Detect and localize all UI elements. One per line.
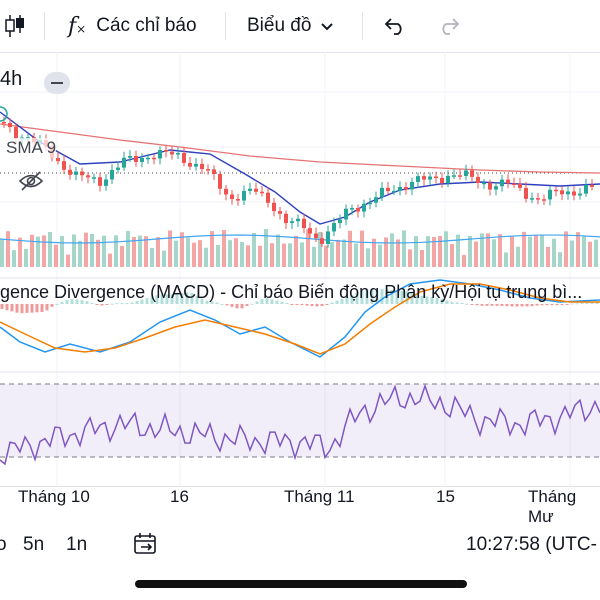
sma-slow-line <box>0 123 600 174</box>
timeframe-button[interactable]: 1n <box>66 534 88 555</box>
chevron-down-icon <box>321 15 334 37</box>
indicators-label: Các chỉ báo <box>96 15 197 36</box>
macd-legend-label[interactable]: gence Divergence (MACD) - Chỉ báo Biến đ… <box>0 282 588 303</box>
chart-canvas[interactable] <box>0 52 600 486</box>
home-indicator <box>135 580 467 588</box>
undo-icon[interactable] <box>384 0 406 52</box>
clock-timezone[interactable]: 10:27:58 (UTC- <box>466 534 597 555</box>
interval-label[interactable]: 4h <box>0 68 23 90</box>
time-tick: 16 <box>170 487 189 506</box>
rsi-band <box>0 384 600 457</box>
rsi-line <box>0 383 600 466</box>
sma-legend-label[interactable]: SMA 9 <box>6 138 57 158</box>
collapse-button[interactable] <box>44 72 70 94</box>
bottom-toolbar: o 5n 1n 10:27:58 (UTC- <box>0 528 600 560</box>
macd-histogram <box>0 289 599 314</box>
sma-fast-line <box>0 111 600 225</box>
top-toolbar: f× Các chỉ báo Biểu đồ <box>0 0 600 53</box>
chart-type-label: Biểu đồ <box>247 15 312 36</box>
macd-legend-text: gence Divergence (MACD) - Chỉ báo Biến đ… <box>0 282 583 302</box>
date-range-icon[interactable] <box>133 532 159 561</box>
function-icon: f× <box>68 13 87 39</box>
eye-hidden-icon[interactable] <box>18 170 44 197</box>
signal-line <box>0 283 600 355</box>
time-tick: Tháng 11 <box>284 487 355 506</box>
time-tick: 15 <box>436 487 455 506</box>
chart-type-dropdown[interactable]: Biểu đồ <box>247 0 334 52</box>
time-tick: Tháng Mư <box>528 487 577 526</box>
crosshair-marker <box>0 106 8 122</box>
indicators-button[interactable]: f× Các chỉ báo <box>68 0 197 52</box>
timeframe-button[interactable]: 5n <box>23 534 45 555</box>
timeframe-button[interactable]: o <box>0 534 7 555</box>
candle-type-icon[interactable] <box>4 0 26 52</box>
volume-ma-line <box>0 234 600 244</box>
time-tick: Tháng 10 <box>18 487 90 506</box>
volume-bars <box>0 229 598 267</box>
redo-icon[interactable] <box>438 0 460 52</box>
time-axis[interactable]: Tháng 10 16 Tháng 11 15 Tháng Mư <box>0 486 600 526</box>
